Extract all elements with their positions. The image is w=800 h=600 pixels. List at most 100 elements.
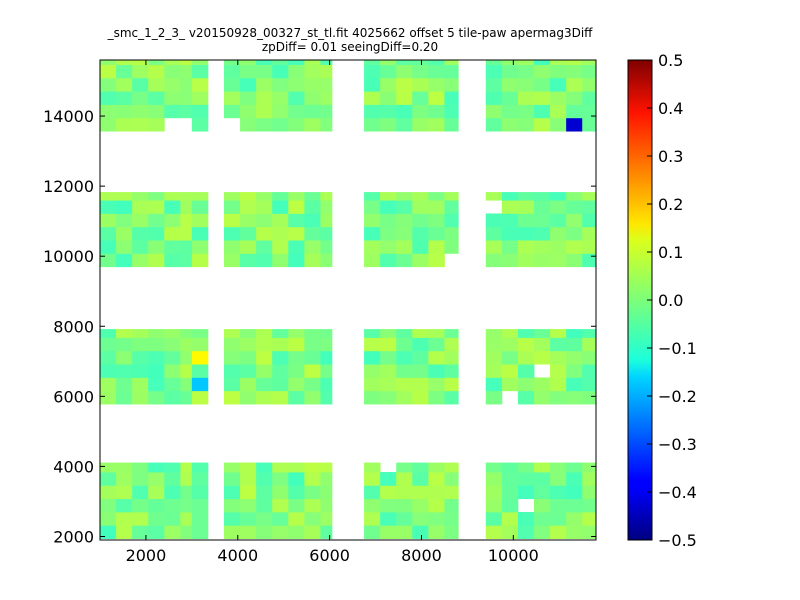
heatmap-cell [412, 192, 429, 201]
heatmap-cell [534, 240, 551, 254]
heatmap-cell [272, 104, 289, 119]
heatmap-cell [288, 192, 305, 201]
heatmap-cell [380, 329, 397, 338]
heatmap-cell [180, 200, 193, 214]
heatmap-cell [364, 226, 381, 241]
heatmap-cell [380, 200, 397, 214]
heatmap-cell [132, 64, 149, 79]
heatmap-cell [380, 64, 397, 79]
heatmap-cell [380, 117, 397, 132]
heatmap-cell [256, 117, 273, 132]
heatmap-cell [428, 525, 445, 539]
heatmap-cell [132, 253, 149, 268]
heatmap-cell [582, 377, 597, 392]
heatmap-cell [364, 200, 381, 214]
heatmap-cell [148, 390, 165, 405]
heatmap-cell [224, 253, 241, 268]
heatmap-cell [396, 377, 413, 392]
heatmap-cell [428, 511, 445, 526]
heatmap-cell [164, 226, 181, 241]
heatmap-cell [396, 213, 413, 228]
heatmap-cell [501, 226, 519, 241]
heatmap-cell [132, 226, 149, 241]
heatmap-cell [517, 77, 535, 92]
colorbar-tick-label: 0.0 [658, 291, 683, 310]
heatmap-cell [272, 60, 289, 65]
heatmap-cell [566, 377, 583, 392]
heatmap-cell [224, 350, 241, 365]
heatmap-cell [444, 462, 459, 473]
heatmap-cell [116, 60, 133, 65]
heatmap-cell [240, 364, 257, 378]
heatmap-cell [517, 472, 535, 486]
heatmap-cell [501, 192, 519, 201]
heatmap-cell [566, 226, 583, 241]
heatmap-cell [566, 337, 583, 352]
heatmap-cell [320, 525, 333, 539]
heatmap-cell [224, 77, 241, 92]
heatmap-cell [224, 498, 241, 513]
heatmap-cell [240, 472, 257, 486]
heatmap-cell [256, 337, 273, 352]
heatmap-cell [364, 240, 381, 254]
heatmap-cell [485, 337, 503, 352]
heatmap-cell [164, 91, 181, 105]
heatmap-cell [501, 329, 519, 338]
heatmap-cell [566, 60, 583, 65]
heatmap-cell [100, 390, 117, 405]
heatmap-cell [164, 498, 181, 513]
heatmap-cell [444, 192, 459, 201]
heatmap-cell [180, 472, 193, 486]
heatmap-cell [517, 329, 535, 338]
heatmap-cell [364, 192, 381, 201]
heatmap-cell [444, 240, 459, 254]
heatmap-cell [396, 472, 413, 486]
heatmap-cell [396, 390, 413, 405]
heatmap-cell [550, 77, 567, 92]
heatmap-cell [517, 253, 535, 268]
heatmap-cell [132, 337, 149, 352]
heatmap-cell [100, 498, 117, 513]
heatmap-cell [288, 240, 305, 254]
heatmap-cell [320, 462, 333, 473]
heatmap-cell [501, 117, 519, 132]
heatmap-cell [501, 91, 519, 105]
heatmap-cell [534, 60, 551, 65]
heatmap-cell [412, 213, 429, 228]
heatmap-cell [517, 377, 535, 392]
heatmap-cell [320, 498, 333, 513]
heatmap-cell [320, 200, 333, 214]
heatmap-cell [256, 350, 273, 365]
heatmap-cell [380, 485, 397, 500]
heatmap-cell [148, 226, 165, 241]
heatmap-cell [517, 462, 535, 473]
heatmap-cell [191, 200, 209, 214]
heatmap-cell [224, 511, 241, 526]
heatmap-cell [272, 77, 289, 92]
heatmap-cell [100, 91, 117, 105]
heatmap-cell [550, 364, 567, 378]
colorbar-tick-label: −0.5 [658, 531, 697, 550]
heatmap-cell [132, 60, 149, 65]
heatmap-cell [304, 462, 321, 473]
heatmap-cell [517, 511, 535, 526]
heatmap-cell [288, 77, 305, 92]
heatmap-cell [132, 77, 149, 92]
heatmap-cell [320, 226, 333, 241]
heatmap-cell [272, 511, 289, 526]
heatmap-cell [582, 525, 597, 539]
heatmap-cell [240, 462, 257, 473]
heatmap-cell [412, 525, 429, 539]
heatmap-cell [304, 350, 321, 365]
heatmap-cell [100, 213, 117, 228]
heatmap-cell [364, 472, 381, 486]
heatmap-cell [116, 364, 133, 378]
heatmap-cell [304, 60, 321, 65]
heatmap-cell [116, 117, 133, 132]
y-tick-label: 8000 [53, 317, 94, 336]
heatmap-cell [485, 104, 503, 119]
heatmap-cell [320, 192, 333, 201]
heatmap-cell [164, 104, 181, 119]
heatmap-cell [272, 329, 289, 338]
